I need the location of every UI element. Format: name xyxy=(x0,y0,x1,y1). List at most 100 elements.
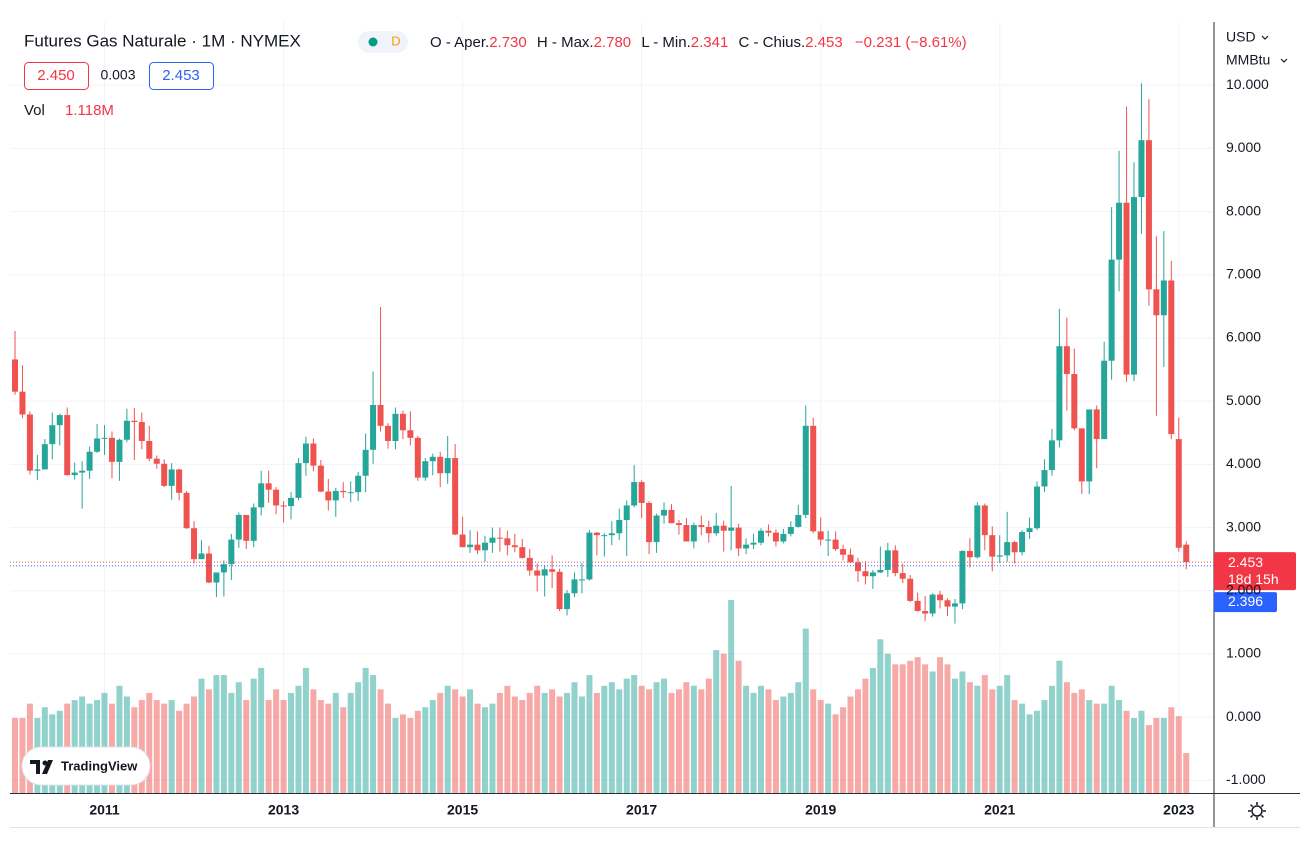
y-tick-label: 0.000 xyxy=(1226,708,1261,724)
candle-body xyxy=(1175,439,1182,548)
candle-body xyxy=(549,569,556,572)
candle-body xyxy=(735,527,742,549)
candle-body xyxy=(123,420,130,440)
brand-logo-dot xyxy=(42,760,48,766)
candle-body xyxy=(295,463,302,498)
y-tick-label: 1.000 xyxy=(1226,645,1261,661)
volume-bar xyxy=(884,653,891,793)
candle-body xyxy=(922,610,929,614)
candle-body xyxy=(608,533,615,536)
candle-body xyxy=(750,542,757,545)
volume-bar xyxy=(758,685,764,793)
volume-bar xyxy=(250,678,257,793)
candle-body xyxy=(1123,202,1130,375)
volume-bar xyxy=(146,692,153,793)
volume-bar xyxy=(713,650,720,793)
candle-body xyxy=(1063,346,1070,375)
volume-bar xyxy=(1056,660,1063,793)
candle-body xyxy=(146,440,153,459)
candle-body xyxy=(541,569,548,576)
candle-body xyxy=(41,444,48,470)
candle-body xyxy=(1034,486,1041,529)
candle-body xyxy=(907,578,914,601)
candle-body xyxy=(675,523,682,526)
candle-body xyxy=(638,482,645,503)
settings-button[interactable] xyxy=(1248,802,1266,820)
candle-body xyxy=(370,404,377,450)
candle-body xyxy=(631,482,638,506)
candle-body xyxy=(474,544,481,551)
volume-bar xyxy=(661,678,668,793)
volume-bar xyxy=(347,692,354,793)
volume-bar xyxy=(504,685,511,793)
volume-bar xyxy=(205,689,212,793)
volume-bar xyxy=(310,689,317,793)
candle-body xyxy=(877,569,884,573)
candle-body xyxy=(616,519,623,534)
candle-body xyxy=(511,545,518,548)
volume-bar xyxy=(26,703,33,793)
candle-body xyxy=(347,492,354,494)
volume-bar xyxy=(153,700,160,793)
candle-body xyxy=(310,443,317,466)
candle-body xyxy=(429,456,436,462)
candle-body xyxy=(996,555,1003,557)
candle-body xyxy=(884,550,891,570)
volume-bar xyxy=(959,671,966,793)
volume-bar xyxy=(340,707,347,793)
candle-body xyxy=(683,525,690,542)
candle-body xyxy=(601,535,608,537)
candle-body xyxy=(467,544,474,548)
candle-body xyxy=(787,526,794,534)
currency-unit[interactable]: USD xyxy=(1226,29,1256,45)
x-tick-label: 2013 xyxy=(268,802,299,818)
volume-bar xyxy=(787,692,794,793)
candle-body xyxy=(332,490,339,501)
candle-body xyxy=(690,525,697,542)
candle-body xyxy=(504,538,511,546)
volume-bar xyxy=(653,682,660,793)
ohlc-legend: O - Aper.2.730 H - Max.2.780 L - Min.2.3… xyxy=(430,34,967,51)
bid-box[interactable] xyxy=(24,62,89,90)
candle-body xyxy=(79,470,86,473)
y-tick-label: 5.000 xyxy=(1226,392,1261,408)
volume-bar xyxy=(825,703,832,793)
candle-body xyxy=(1019,531,1026,553)
candle-body xyxy=(1101,360,1108,440)
candle-body xyxy=(496,537,503,539)
ask-box[interactable] xyxy=(149,62,214,90)
volume-bar xyxy=(638,685,645,793)
volume-bar xyxy=(989,689,996,793)
volume-bar xyxy=(325,703,332,793)
volume-bar xyxy=(929,671,936,793)
volume-bar xyxy=(847,696,854,793)
candle-body xyxy=(899,573,906,579)
candle-body xyxy=(720,525,727,531)
candle-body xyxy=(519,547,526,558)
candle-body xyxy=(1183,544,1190,563)
volume-bar xyxy=(258,667,265,793)
volume-bar xyxy=(317,700,324,793)
volume-bar xyxy=(1153,717,1160,793)
volume-bar xyxy=(1168,707,1175,793)
volume-bar xyxy=(549,689,556,793)
candle-body xyxy=(825,539,832,541)
volume-bar xyxy=(1063,682,1070,793)
volume-bar xyxy=(646,689,653,793)
volume-bar xyxy=(840,707,847,793)
candle-body xyxy=(668,509,675,524)
candle-body xyxy=(1056,346,1063,441)
volume-bar xyxy=(161,703,168,793)
candle-body xyxy=(19,391,26,415)
volume-bar xyxy=(511,696,518,793)
candle-body xyxy=(49,425,56,445)
brand-badge[interactable] xyxy=(21,746,151,786)
candle-body xyxy=(862,571,869,577)
candle-body xyxy=(989,535,996,557)
volume-bar xyxy=(1078,689,1085,793)
volume-bar xyxy=(414,710,421,793)
measure-unit[interactable]: MMBtu xyxy=(1226,52,1270,68)
